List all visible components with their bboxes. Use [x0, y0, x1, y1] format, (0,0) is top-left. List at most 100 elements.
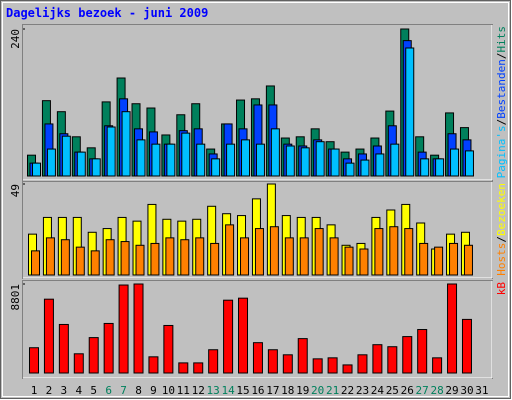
- bar: [121, 111, 131, 177]
- bar: [300, 147, 310, 177]
- bar: [135, 244, 145, 276]
- bar: [282, 354, 293, 374]
- bar: [46, 148, 56, 177]
- bar: [387, 346, 398, 374]
- x-tick-label: 31: [475, 384, 488, 397]
- x-tick-label: 10: [162, 384, 175, 397]
- bar: [312, 358, 323, 374]
- x-tick-label: 12: [192, 384, 205, 397]
- legend-entry: Hits: [495, 26, 508, 53]
- bar: [91, 158, 101, 177]
- bar: [208, 349, 219, 374]
- bar: [238, 297, 249, 374]
- y-tick-label: 49: [9, 184, 22, 197]
- legend-entry: Bezoeken: [495, 183, 508, 236]
- bar: [133, 283, 144, 374]
- x-tick-label: 19: [296, 384, 309, 397]
- bar: [225, 224, 235, 276]
- x-tick-label: 18: [281, 384, 294, 397]
- bar: [357, 354, 368, 374]
- bar: [270, 128, 280, 177]
- bar: [196, 143, 206, 177]
- bar: [329, 237, 339, 276]
- legend-entry: kB: [495, 282, 508, 296]
- x-tick-label: 5: [90, 384, 97, 397]
- x-tick-label: 20: [311, 384, 324, 397]
- legend-separator: /: [495, 119, 508, 126]
- bar: [314, 228, 324, 276]
- bar: [297, 338, 308, 374]
- bar: [210, 242, 220, 276]
- bar: [150, 242, 160, 276]
- x-tick-label: 29: [445, 384, 458, 397]
- bar: [402, 336, 413, 374]
- bar: [450, 148, 460, 177]
- x-tick-label: 22: [341, 384, 354, 397]
- legend-entry: Bestanden: [495, 59, 508, 119]
- bar: [148, 356, 159, 374]
- bar: [255, 143, 265, 177]
- x-tick-label: 13: [207, 384, 220, 397]
- x-tick-label: 16: [251, 384, 264, 397]
- y-tick-label: 240: [9, 29, 22, 49]
- x-tick-label: 11: [177, 384, 190, 397]
- bar: [178, 362, 189, 374]
- bar: [165, 237, 175, 276]
- x-tick-label: 4: [75, 384, 82, 397]
- bar: [269, 226, 279, 276]
- x-tick-label: 25: [386, 384, 399, 397]
- bar: [419, 242, 429, 276]
- bar: [372, 344, 383, 374]
- bar: [73, 353, 84, 374]
- x-tick-label: 1: [31, 384, 38, 397]
- bar: [211, 158, 221, 177]
- bar: [120, 241, 130, 276]
- bar: [180, 239, 190, 276]
- bar: [389, 226, 399, 276]
- bar: [181, 132, 191, 177]
- bar: [359, 248, 369, 276]
- x-tick-label: 14: [221, 384, 235, 397]
- x-tick-label: 24: [371, 384, 385, 397]
- legend: Pagina's/Bestanden/Hits: [495, 26, 508, 178]
- bar: [195, 237, 205, 276]
- bar: [464, 150, 474, 177]
- x-tick-label: 3: [61, 384, 68, 397]
- bar: [254, 228, 264, 276]
- bar: [375, 153, 385, 177]
- bar: [106, 126, 116, 177]
- bar: [60, 239, 70, 276]
- x-tick-label: 21: [326, 384, 339, 397]
- bar: [344, 246, 354, 276]
- bar: [58, 323, 69, 374]
- bar: [420, 158, 430, 177]
- bar: [252, 342, 263, 374]
- bar: [404, 228, 414, 276]
- x-tick-label: 28: [430, 384, 443, 397]
- bar: [88, 337, 99, 374]
- bar: [330, 148, 340, 177]
- legend-separator: /: [495, 236, 508, 243]
- x-tick-label: 2: [46, 384, 53, 397]
- y-tick-label: 8801: [9, 284, 22, 311]
- x-tick-label: 17: [266, 384, 279, 397]
- legend-entry: Hosts: [495, 243, 508, 276]
- bar: [136, 139, 146, 177]
- bar: [374, 228, 384, 276]
- bar: [90, 250, 100, 276]
- bar: [193, 362, 204, 374]
- bar: [284, 237, 294, 276]
- bar: [449, 242, 459, 276]
- bar: [463, 244, 473, 276]
- bar: [461, 318, 472, 374]
- bar: [166, 143, 176, 177]
- bar: [432, 357, 443, 374]
- x-tick-label: 27: [416, 384, 429, 397]
- x-tick-label: 7: [120, 384, 127, 397]
- bar: [61, 135, 71, 177]
- x-tick-label: 15: [236, 384, 249, 397]
- bar: [75, 246, 85, 276]
- bar: [315, 141, 325, 177]
- bar: [345, 162, 355, 177]
